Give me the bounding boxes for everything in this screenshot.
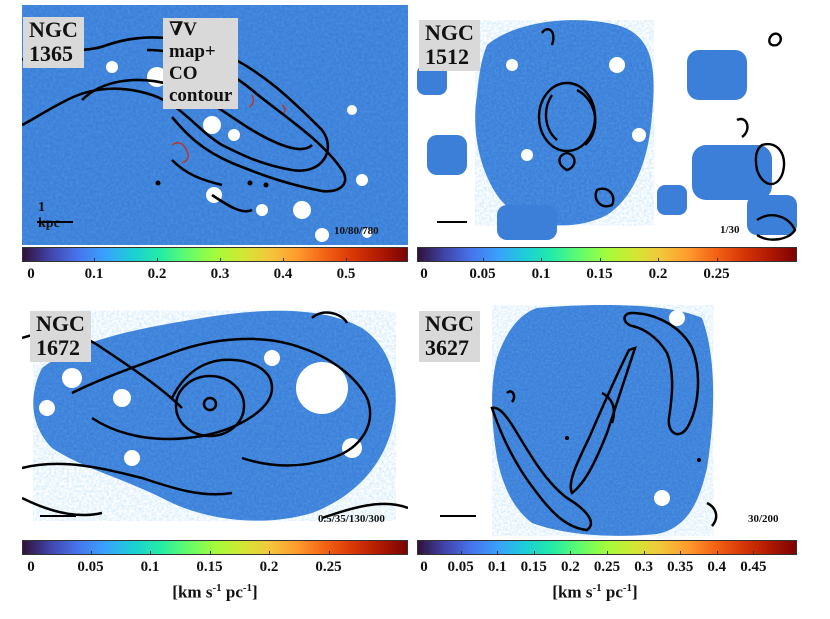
unit-end: ] bbox=[252, 582, 258, 602]
contour-levels-ngc1672: 0.5/35/130/300 bbox=[318, 513, 385, 525]
colorbar-tick-label: 0.1 bbox=[140, 559, 160, 575]
colorbar-ngc1365 bbox=[22, 247, 408, 262]
colorbar-tick-label: 0.3 bbox=[634, 559, 653, 575]
unit-main: [km s bbox=[552, 582, 593, 602]
colorbar-tick bbox=[269, 551, 270, 555]
unit-sup1: -1 bbox=[592, 582, 602, 594]
colorbar-tick-label: 0.2 bbox=[259, 559, 279, 575]
colorbar-tick bbox=[150, 551, 151, 555]
gradient-map-ngc1672 bbox=[22, 298, 408, 538]
contour-levels-ngc3627: 30/200 bbox=[748, 513, 779, 525]
colorbar-ngc1672 bbox=[22, 540, 408, 555]
colorbar-tick bbox=[716, 258, 718, 262]
colorbar-tick bbox=[94, 258, 95, 262]
colorbar-tick-label: 0.1 bbox=[531, 266, 551, 282]
unit-sup2: -1 bbox=[622, 582, 633, 594]
colorbar-tick bbox=[328, 551, 330, 555]
colorbar-tick-label: 0.15 bbox=[520, 559, 547, 575]
colorbar-tick bbox=[31, 258, 32, 262]
colorbar-tick-label: 0.25 bbox=[703, 266, 730, 282]
colorbar-tick-label: 0.4 bbox=[707, 559, 727, 575]
colorbar-tick-label: 0.1 bbox=[487, 559, 507, 575]
colorbar-tick bbox=[607, 551, 608, 555]
colorbar-tick bbox=[424, 551, 425, 555]
colorbar-ngc1512 bbox=[417, 247, 797, 262]
colorbar-tick bbox=[497, 551, 499, 555]
unit-end: ] bbox=[632, 582, 638, 602]
colorbar-tick-label: 0.35 bbox=[667, 559, 694, 575]
colorbar-tick bbox=[220, 258, 221, 262]
colorbar-tick-label: 0.5 bbox=[336, 266, 356, 282]
galaxy-name-ngc1512: NGC 1512 bbox=[419, 20, 480, 71]
colorbar-tick bbox=[533, 551, 535, 555]
colorbar-tick-label: 0.25 bbox=[315, 559, 342, 575]
colorbar-tick-label: 0 bbox=[420, 559, 428, 575]
colorbar-tick-label: 0.15 bbox=[586, 266, 613, 282]
colorbar-tick-label: 0.2 bbox=[147, 266, 167, 282]
colorbar-tick-label: 0.1 bbox=[84, 266, 104, 282]
colorbar-tick-label: 0.2 bbox=[561, 559, 580, 575]
colorbar-tick bbox=[658, 258, 659, 262]
colorbar-tick bbox=[209, 551, 211, 555]
contour-levels-ngc1365: 10/80/780 bbox=[334, 225, 379, 237]
unit-main: [km s bbox=[172, 582, 213, 602]
colorbar-unit-label-right: [km s-1 pc-1] bbox=[552, 582, 637, 603]
unit-sup2: -1 bbox=[242, 582, 253, 594]
colorbar-tick bbox=[346, 258, 347, 262]
galaxy-name-ngc3627: NGC 3627 bbox=[419, 311, 480, 362]
colorbar-tick bbox=[90, 551, 92, 555]
colorbar-tick bbox=[460, 551, 462, 555]
colorbar-tick-label: 0.2 bbox=[648, 266, 668, 282]
colorbar-tick bbox=[716, 551, 718, 555]
galaxy-name-ngc1365: NGC 1365 bbox=[23, 17, 84, 68]
contour-levels-ngc1512: 1/30 bbox=[720, 224, 740, 236]
colorbar-tick-label: 0.05 bbox=[447, 559, 474, 575]
gradient-map-ngc1512 bbox=[417, 5, 797, 245]
colorbar-tick-label: 0.15 bbox=[196, 559, 223, 575]
colorbar-tick-label: 0.45 bbox=[740, 559, 767, 575]
colorbar-tick-label: 0 bbox=[27, 559, 35, 575]
galaxy-name-ngc1672: NGC 1672 bbox=[30, 311, 91, 362]
colorbar-tick bbox=[680, 551, 682, 555]
unit-mid: pc bbox=[221, 582, 243, 602]
colorbar-tick bbox=[643, 551, 645, 555]
colorbar-unit-label-left: [km s-1 pc-1] bbox=[172, 582, 257, 603]
scale-bar bbox=[440, 515, 476, 517]
scale-bar bbox=[437, 221, 467, 223]
scale-bar-label: 1 kpc bbox=[38, 200, 60, 231]
panel-subtitle: ∇V map+ CO contour bbox=[163, 18, 239, 109]
colorbar-tick bbox=[599, 258, 601, 262]
colorbar-tick-label: 0.4 bbox=[273, 266, 293, 282]
colorbar-tick-label: 0.25 bbox=[593, 559, 621, 575]
colorbar-tick-label: 0 bbox=[420, 266, 428, 282]
colorbar-tick bbox=[283, 258, 284, 262]
colorbar-tick bbox=[570, 551, 572, 555]
gradient-map-ngc3627 bbox=[417, 298, 797, 538]
colorbar-tick bbox=[753, 551, 755, 555]
colorbar-tick-label: 0 bbox=[27, 266, 35, 282]
colorbar-tick bbox=[541, 258, 542, 262]
colorbar-tick-label: 0.05 bbox=[469, 266, 496, 282]
colorbar-tick bbox=[157, 258, 158, 262]
unit-mid: pc bbox=[601, 582, 623, 602]
scale-bar bbox=[37, 221, 73, 223]
colorbar-tick bbox=[482, 258, 484, 262]
colorbar-tick-label: 0.05 bbox=[77, 559, 104, 575]
colorbar-tick bbox=[424, 258, 425, 262]
colorbar-tick-label: 0.3 bbox=[210, 266, 230, 282]
colorbar-tick bbox=[31, 551, 32, 555]
scale-bar bbox=[40, 515, 76, 517]
unit-sup1: -1 bbox=[212, 582, 222, 594]
